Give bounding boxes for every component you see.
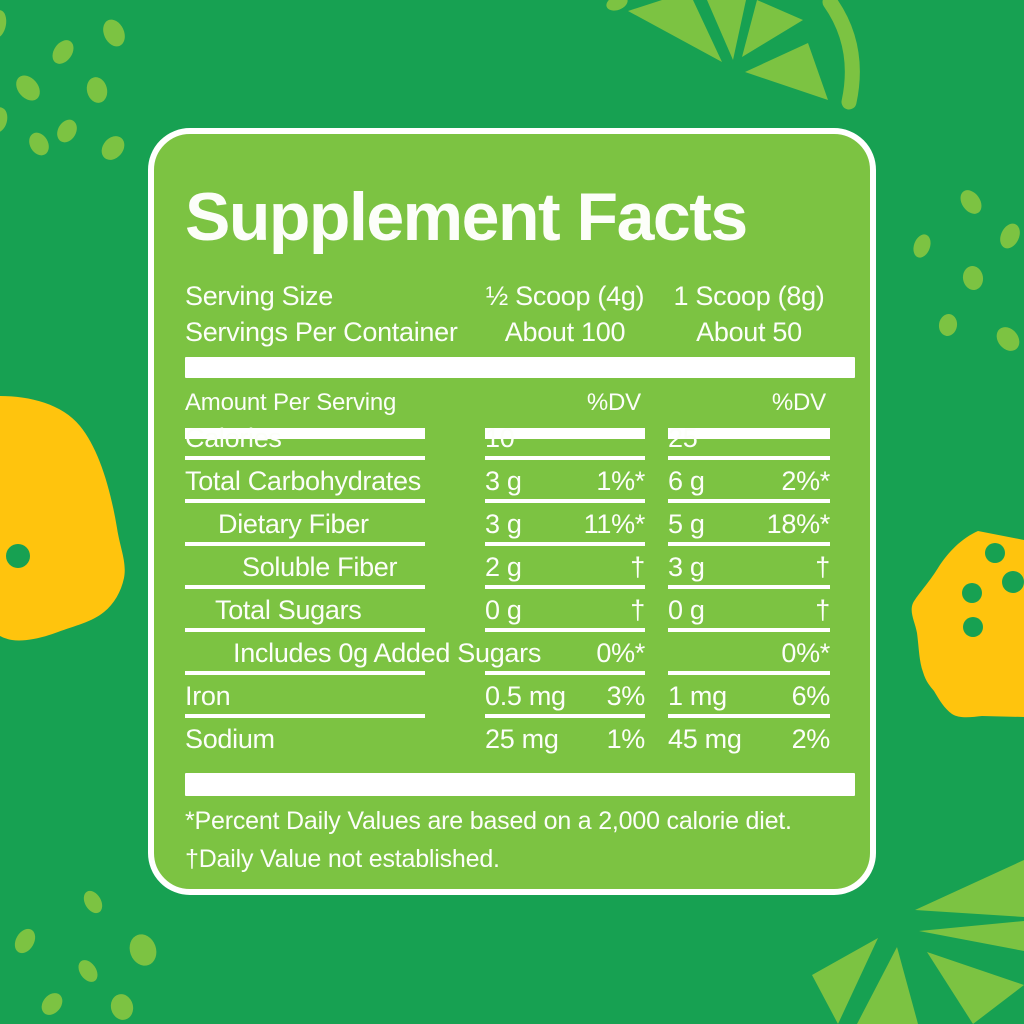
lime-seeds-bottom-left-icon: [14, 890, 157, 1020]
lemon-right-icon: [911, 531, 1024, 718]
serving-size-half-scoop: ½ Scoop (4g): [485, 281, 645, 311]
col2-dv: †: [815, 552, 830, 582]
supplement-facts-panel: Supplement Facts Serving Size ½ Scoop (4…: [148, 128, 876, 895]
footnote-daily-value: †Daily Value not established.: [185, 845, 500, 873]
table-row-added-sugars: Includes 0g Added Sugars 0%* 0%*: [185, 637, 830, 680]
row-label: Soluble Fiber: [185, 551, 462, 594]
table-row-calories: Calories 10 25: [185, 422, 830, 465]
col1-dv: 0%*: [596, 638, 645, 668]
col1-dv: 11%*: [583, 509, 646, 539]
lime-seeds-right-icon: [913, 190, 1020, 351]
footnote-percent-dv: *Percent Daily Values are based on a 2,0…: [185, 807, 792, 835]
col2-dv-header: %DV: [771, 389, 826, 416]
table-row-total-sugars: Total Sugars 0 g † 0 g †: [185, 594, 830, 637]
lemon-seed-dot: [6, 544, 30, 568]
col1-dv: 1%: [606, 724, 646, 754]
divider-bar-top: [185, 357, 855, 378]
row-label: Total Carbohydrates: [185, 465, 462, 508]
col2-amount: 1 mg: [668, 681, 727, 711]
servings-per-container-label: Servings Per Container: [185, 317, 458, 347]
amount-per-serving-label: Amount Per Serving: [185, 389, 397, 416]
row-label: Iron: [185, 680, 462, 723]
col1-amount: 3 g: [485, 466, 522, 496]
lime-seeds-top-left-icon: [0, 10, 125, 160]
serving-size-label: Serving Size: [185, 281, 333, 311]
col2-dv: 2%: [791, 724, 831, 754]
lemon-left-icon: [0, 396, 125, 641]
servings-per-container-row: Servings Per Container About 100 About 5…: [185, 314, 830, 350]
divider-bar-bottom: [185, 773, 855, 796]
col1-amount: 0.5 mg: [485, 681, 566, 711]
table-row-soluble-fiber: Soluble Fiber 2 g † 3 g †: [185, 551, 830, 594]
serving-size-row: Serving Size ½ Scoop (4g) 1 Scoop (8g): [185, 278, 830, 314]
row-label: Calories: [185, 422, 462, 465]
col1-amount: 25 mg: [485, 724, 559, 754]
table-header: Amount Per Serving %DV %DV: [185, 389, 830, 417]
serving-info: Serving Size ½ Scoop (4g) 1 Scoop (8g) S…: [185, 278, 830, 350]
col1-dv: †: [630, 552, 645, 582]
row-label: Dietary Fiber: [185, 508, 462, 551]
col1-dv: 3%: [606, 681, 646, 711]
servings-per-container-col1: About 100: [504, 317, 626, 347]
col2-dv: 0%*: [781, 638, 830, 668]
col2-dv: †: [815, 595, 830, 625]
footnotes: *Percent Daily Values are based on a 2,0…: [185, 802, 792, 878]
col2-dv: 2%*: [781, 466, 830, 496]
col1-dv-header: %DV: [586, 389, 641, 416]
panel-title: Supplement Facts: [185, 179, 748, 255]
col1-amount: 2 g: [485, 552, 522, 582]
col1-amount: 0 g: [485, 595, 522, 625]
serving-size-one-scoop: 1 Scoop (8g): [673, 281, 825, 311]
col2-dv: 6%: [791, 681, 831, 711]
row-label: Total Sugars: [185, 594, 462, 637]
col1-amount: 3 g: [485, 509, 522, 539]
col2-amount: 45 mg: [668, 724, 742, 754]
col2-amount: 25: [668, 423, 698, 453]
col1-dv: †: [630, 595, 645, 625]
col2-amount: 5 g: [668, 509, 705, 539]
col2-amount: 0 g: [668, 595, 705, 625]
col1-amount: 10: [485, 423, 515, 453]
lime-wedge-top-right-icon: [606, 0, 860, 110]
lemon-seed-dots: [962, 543, 1024, 637]
table-row-sodium: Sodium 25 mg 1% 45 mg 2%: [185, 723, 830, 766]
col2-amount: 3 g: [668, 552, 705, 582]
row-label: Includes 0g Added Sugars: [185, 637, 541, 680]
col2-dv: 18%*: [766, 509, 831, 539]
table-row-dietary-fiber: Dietary Fiber 3 g 11%* 5 g 18%*: [185, 508, 830, 551]
lime-wedge-bottom-right-icon: [812, 860, 1024, 1024]
table-row-iron: Iron 0.5 mg 3% 1 mg 6%: [185, 680, 830, 723]
table-header-underlines: [185, 428, 830, 439]
col1-dv: 1%*: [596, 466, 645, 496]
nutrient-table: Calories 10 25 Total Carbohydrates 3 g 1%…: [185, 422, 830, 766]
servings-per-container-col2: About 50: [696, 317, 802, 347]
col2-amount: 6 g: [668, 466, 705, 496]
table-row-total-carbohydrates: Total Carbohydrates 3 g 1%* 6 g 2%*: [185, 465, 830, 508]
row-label: Sodium: [185, 724, 275, 754]
